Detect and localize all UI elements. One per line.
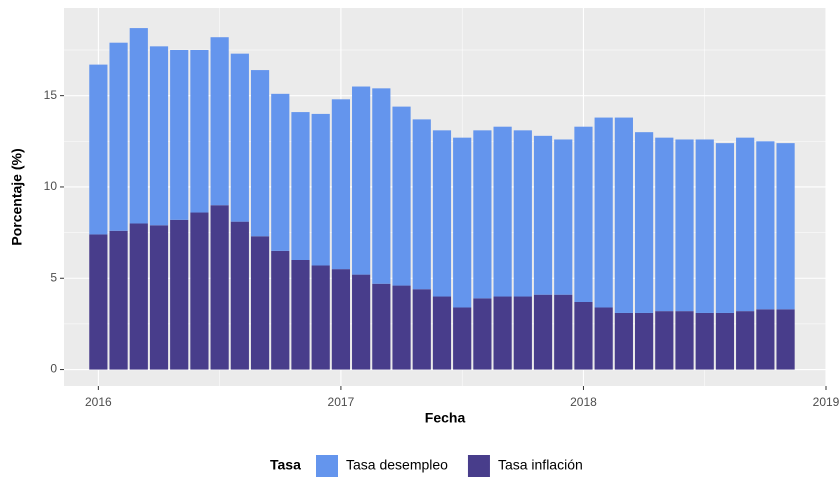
bar	[655, 311, 674, 370]
bar	[554, 294, 573, 370]
bar	[513, 130, 532, 297]
bar	[432, 130, 452, 297]
x-tick-label: 2019	[813, 395, 839, 409]
bar	[715, 312, 735, 370]
bar	[594, 307, 613, 370]
bar	[453, 137, 472, 308]
bar	[271, 93, 290, 251]
bar	[291, 112, 310, 260]
bar	[291, 260, 310, 370]
bar	[473, 298, 492, 370]
bar	[513, 296, 532, 370]
bar	[412, 119, 431, 290]
bar	[352, 274, 371, 370]
bar	[634, 312, 654, 370]
bar	[695, 139, 714, 313]
y-axis-title: Porcentaje (%)	[9, 148, 25, 245]
legend-key	[316, 455, 338, 477]
bar	[776, 143, 795, 310]
bar	[594, 117, 613, 308]
bar	[311, 113, 330, 266]
bar	[695, 312, 714, 370]
bar	[392, 285, 411, 370]
x-axis-title: Fecha	[425, 410, 466, 426]
bar	[129, 28, 148, 224]
bar	[170, 219, 189, 370]
bar	[129, 223, 148, 370]
bar	[493, 126, 512, 297]
bar	[372, 283, 391, 370]
bar	[614, 312, 633, 370]
bar	[533, 135, 553, 295]
bar	[149, 225, 169, 370]
bar	[493, 296, 512, 370]
bar	[311, 265, 330, 370]
bar	[736, 311, 755, 370]
y-tick-label: 5	[50, 270, 57, 284]
bar	[210, 37, 229, 206]
x-tick-label: 2018	[570, 395, 597, 409]
bar	[574, 302, 593, 370]
bar	[271, 250, 290, 370]
bar	[614, 117, 633, 313]
bar	[533, 294, 553, 370]
bar	[89, 234, 108, 370]
bar	[89, 64, 108, 235]
bar	[736, 137, 755, 312]
bar	[776, 309, 795, 370]
y-tick-label: 15	[44, 88, 58, 102]
bar	[372, 88, 391, 284]
bar	[392, 106, 411, 286]
bar	[170, 50, 189, 220]
bar	[756, 141, 775, 310]
x-tick-label: 2016	[85, 395, 112, 409]
bar	[352, 86, 371, 275]
bar	[655, 137, 674, 312]
bar	[473, 130, 492, 299]
bar	[675, 139, 694, 312]
bar	[675, 311, 694, 370]
y-tick-label: 0	[50, 362, 57, 376]
bar	[149, 46, 169, 226]
bar	[634, 132, 654, 313]
bar	[210, 205, 229, 370]
bar	[190, 212, 209, 370]
bar	[412, 289, 431, 370]
legend-label: Tasa inflación	[498, 457, 583, 473]
bar	[756, 309, 775, 370]
bar	[250, 236, 270, 370]
bar	[109, 42, 128, 231]
bar	[230, 221, 249, 370]
bar	[109, 230, 128, 370]
x-tick-label: 2017	[328, 395, 355, 409]
bar	[554, 139, 573, 295]
bar	[331, 269, 351, 370]
bar	[574, 126, 593, 303]
bar	[715, 143, 735, 313]
bar	[432, 296, 452, 370]
legend-key	[467, 455, 490, 477]
bar	[453, 307, 472, 370]
bar	[190, 50, 209, 213]
y-tick-label: 10	[44, 179, 58, 193]
bar	[230, 53, 249, 222]
bar	[331, 99, 351, 270]
bar	[250, 70, 270, 237]
legend-label: Tasa desempleo	[346, 457, 448, 473]
legend-title: Tasa	[270, 457, 301, 473]
